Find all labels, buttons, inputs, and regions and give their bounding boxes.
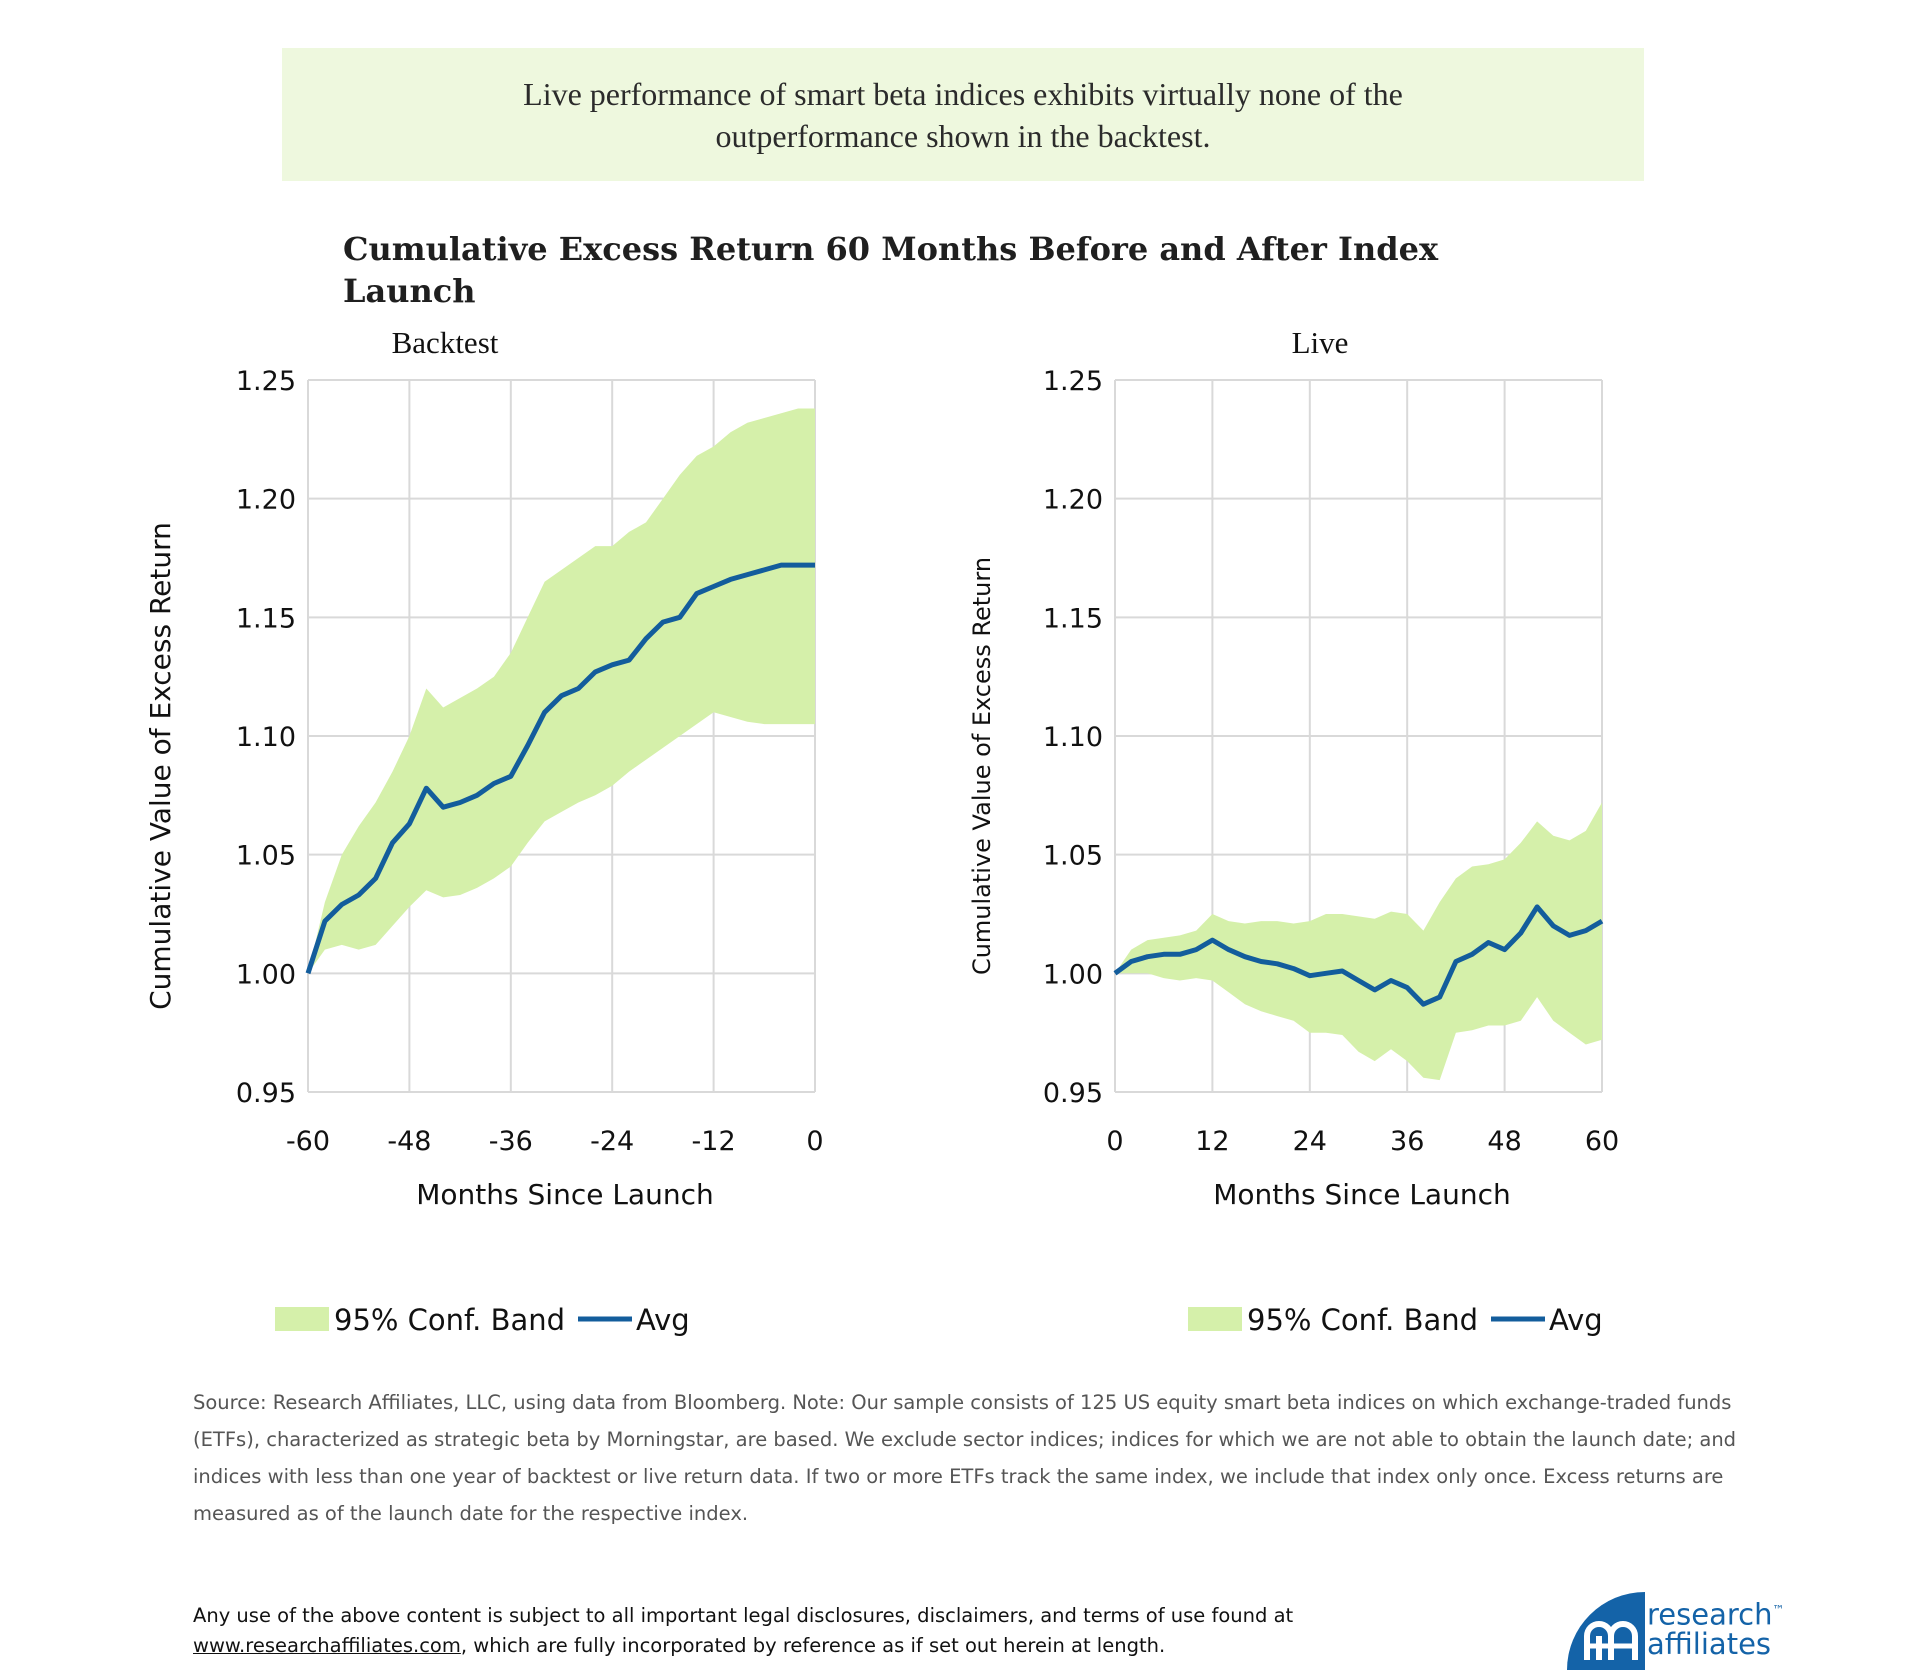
live-ytick-label: 1.10 bbox=[1043, 722, 1103, 753]
backtest-xtick-label: -24 bbox=[590, 1126, 634, 1157]
live-xtick-label: 12 bbox=[1195, 1126, 1229, 1157]
backtest-legend-band-swatch bbox=[275, 1307, 329, 1331]
disclaimer-text-end: , which are fully incorporated by refere… bbox=[460, 1634, 1166, 1657]
backtest-ytick-label: 1.25 bbox=[236, 366, 296, 397]
logo-line-2: affiliates bbox=[1647, 1626, 1772, 1661]
backtest-conf-band bbox=[308, 408, 815, 974]
live-y-ticks: 0.95 1.00 1.05 1.10 1.15 1.20 1.25 bbox=[1043, 366, 1103, 1109]
live-ytick-label: 1.00 bbox=[1043, 959, 1103, 990]
live-panel: Live 0.95 1.00 1.05 1.10 1.15 1.20 1.25 … bbox=[968, 325, 1619, 1337]
research-affiliates-logo-icon bbox=[1567, 1592, 1645, 1670]
live-conf-band bbox=[1115, 802, 1602, 1081]
logo-line-1: research bbox=[1647, 1597, 1773, 1632]
live-xtick-label: 0 bbox=[1106, 1126, 1123, 1157]
backtest-xtick-label: -12 bbox=[692, 1126, 736, 1157]
backtest-legend-line-label: Avg bbox=[636, 1303, 690, 1337]
live-xtick-label: 36 bbox=[1390, 1126, 1424, 1157]
live-ytick-label: 1.20 bbox=[1043, 485, 1103, 516]
callout-box: Live performance of smart beta indices e… bbox=[282, 48, 1644, 181]
callout-line-2: outperformance shown in the backtest. bbox=[715, 117, 1211, 154]
backtest-y-ticks: 0.95 1.00 1.05 1.10 1.15 1.20 1.25 bbox=[236, 366, 296, 1109]
logo-tm: ™ bbox=[1772, 1603, 1785, 1617]
backtest-xtick-label: -36 bbox=[489, 1126, 533, 1157]
backtest-ytick-label: 1.05 bbox=[236, 841, 296, 872]
live-ytick-label: 1.05 bbox=[1043, 841, 1103, 872]
backtest-y-axis-title: Cumulative Value of Excess Return bbox=[144, 522, 177, 1010]
logo-wordmark: research™ affiliates bbox=[1647, 1596, 1784, 1659]
backtest-avg-line bbox=[305, 562, 815, 975]
backtest-legend-band-label: 95% Conf. Band bbox=[334, 1303, 565, 1337]
main-title: Cumulative Excess Return 60 Months Befor… bbox=[343, 230, 1439, 310]
backtest-xtick-label: 0 bbox=[806, 1126, 823, 1157]
backtest-ytick-label: 0.95 bbox=[236, 1078, 296, 1109]
live-title: Live bbox=[1292, 325, 1349, 360]
backtest-title: Backtest bbox=[392, 325, 499, 360]
backtest-x-axis-title: Months Since Launch bbox=[416, 1178, 713, 1211]
live-xtick-label: 60 bbox=[1585, 1126, 1619, 1157]
live-avg-line bbox=[1113, 904, 1604, 1007]
live-ytick-label: 0.95 bbox=[1043, 1078, 1103, 1109]
backtest-ytick-label: 1.00 bbox=[236, 959, 296, 990]
disclaimer: Any use of the above content is subject … bbox=[193, 1601, 1393, 1661]
source-note: Source: Research Affiliates, LLC, using … bbox=[193, 1391, 1737, 1525]
live-legend-line-label: Avg bbox=[1549, 1303, 1603, 1337]
live-x-ticks: 0 12 24 36 48 60 bbox=[1106, 1126, 1619, 1157]
backtest-panel: Backtest 0.95 1.00 1.05 1.10 1.15 1.20 1… bbox=[144, 325, 824, 1337]
backtest-ytick-label: 1.20 bbox=[236, 485, 296, 516]
backtest-x-ticks: -60 -48 -36 -24 -12 0 bbox=[286, 1126, 824, 1157]
backtest-ytick-label: 1.15 bbox=[236, 603, 296, 634]
disclaimer-text: Any use of the above content is subject … bbox=[193, 1604, 1294, 1627]
live-ytick-label: 1.25 bbox=[1043, 366, 1103, 397]
live-xtick-label: 48 bbox=[1487, 1126, 1521, 1157]
live-xtick-label: 24 bbox=[1293, 1126, 1327, 1157]
live-ytick-label: 1.15 bbox=[1043, 603, 1103, 634]
backtest-ytick-label: 1.10 bbox=[236, 722, 296, 753]
backtest-xtick-label: -60 bbox=[286, 1126, 330, 1157]
website-link[interactable]: www.researchaffiliates.com bbox=[193, 1634, 461, 1657]
live-legend-band-label: 95% Conf. Band bbox=[1247, 1303, 1478, 1337]
live-y-axis-title: Cumulative Value of Excess Return bbox=[968, 557, 996, 975]
live-legend-band-swatch bbox=[1188, 1307, 1242, 1331]
callout-line-1: Live performance of smart beta indices e… bbox=[523, 75, 1403, 112]
backtest-xtick-label: -48 bbox=[387, 1126, 431, 1157]
live-x-axis-title: Months Since Launch bbox=[1213, 1178, 1510, 1211]
